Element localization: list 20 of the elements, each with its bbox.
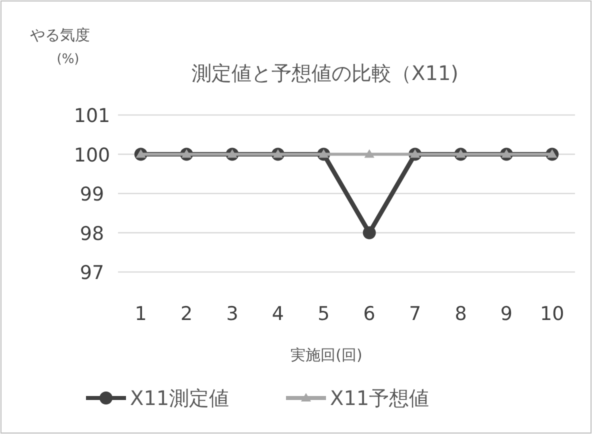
x-tick-label: 10 (540, 303, 564, 325)
x-tick-label: 3 (226, 303, 238, 325)
legend-label: X11測定値 (130, 386, 230, 410)
x-tick-label: 4 (272, 303, 284, 325)
x-tick-label: 8 (454, 303, 467, 325)
x-tick-label: 7 (409, 303, 422, 325)
y-tick-label: 100 (74, 144, 110, 166)
legend-label: X11予想値 (330, 386, 430, 410)
x-tick-label: 2 (180, 303, 193, 325)
x-tick-label: 5 (318, 303, 330, 325)
x-tick-label: 9 (500, 303, 512, 325)
y-tick-label: 97 (80, 262, 104, 284)
y-tick-label: 98 (80, 222, 104, 245)
x-axis-title: 実施回(回) (290, 346, 362, 364)
x-tick-label: 1 (134, 303, 147, 325)
y-tick-label: 101 (74, 105, 110, 127)
y-tick-label: 99 (80, 184, 104, 206)
y-axis-title: やる気度 (%) (30, 26, 90, 67)
chart-title: 測定値と予想値の比較（X11) (192, 61, 458, 85)
x-tick-label: 6 (363, 303, 376, 325)
